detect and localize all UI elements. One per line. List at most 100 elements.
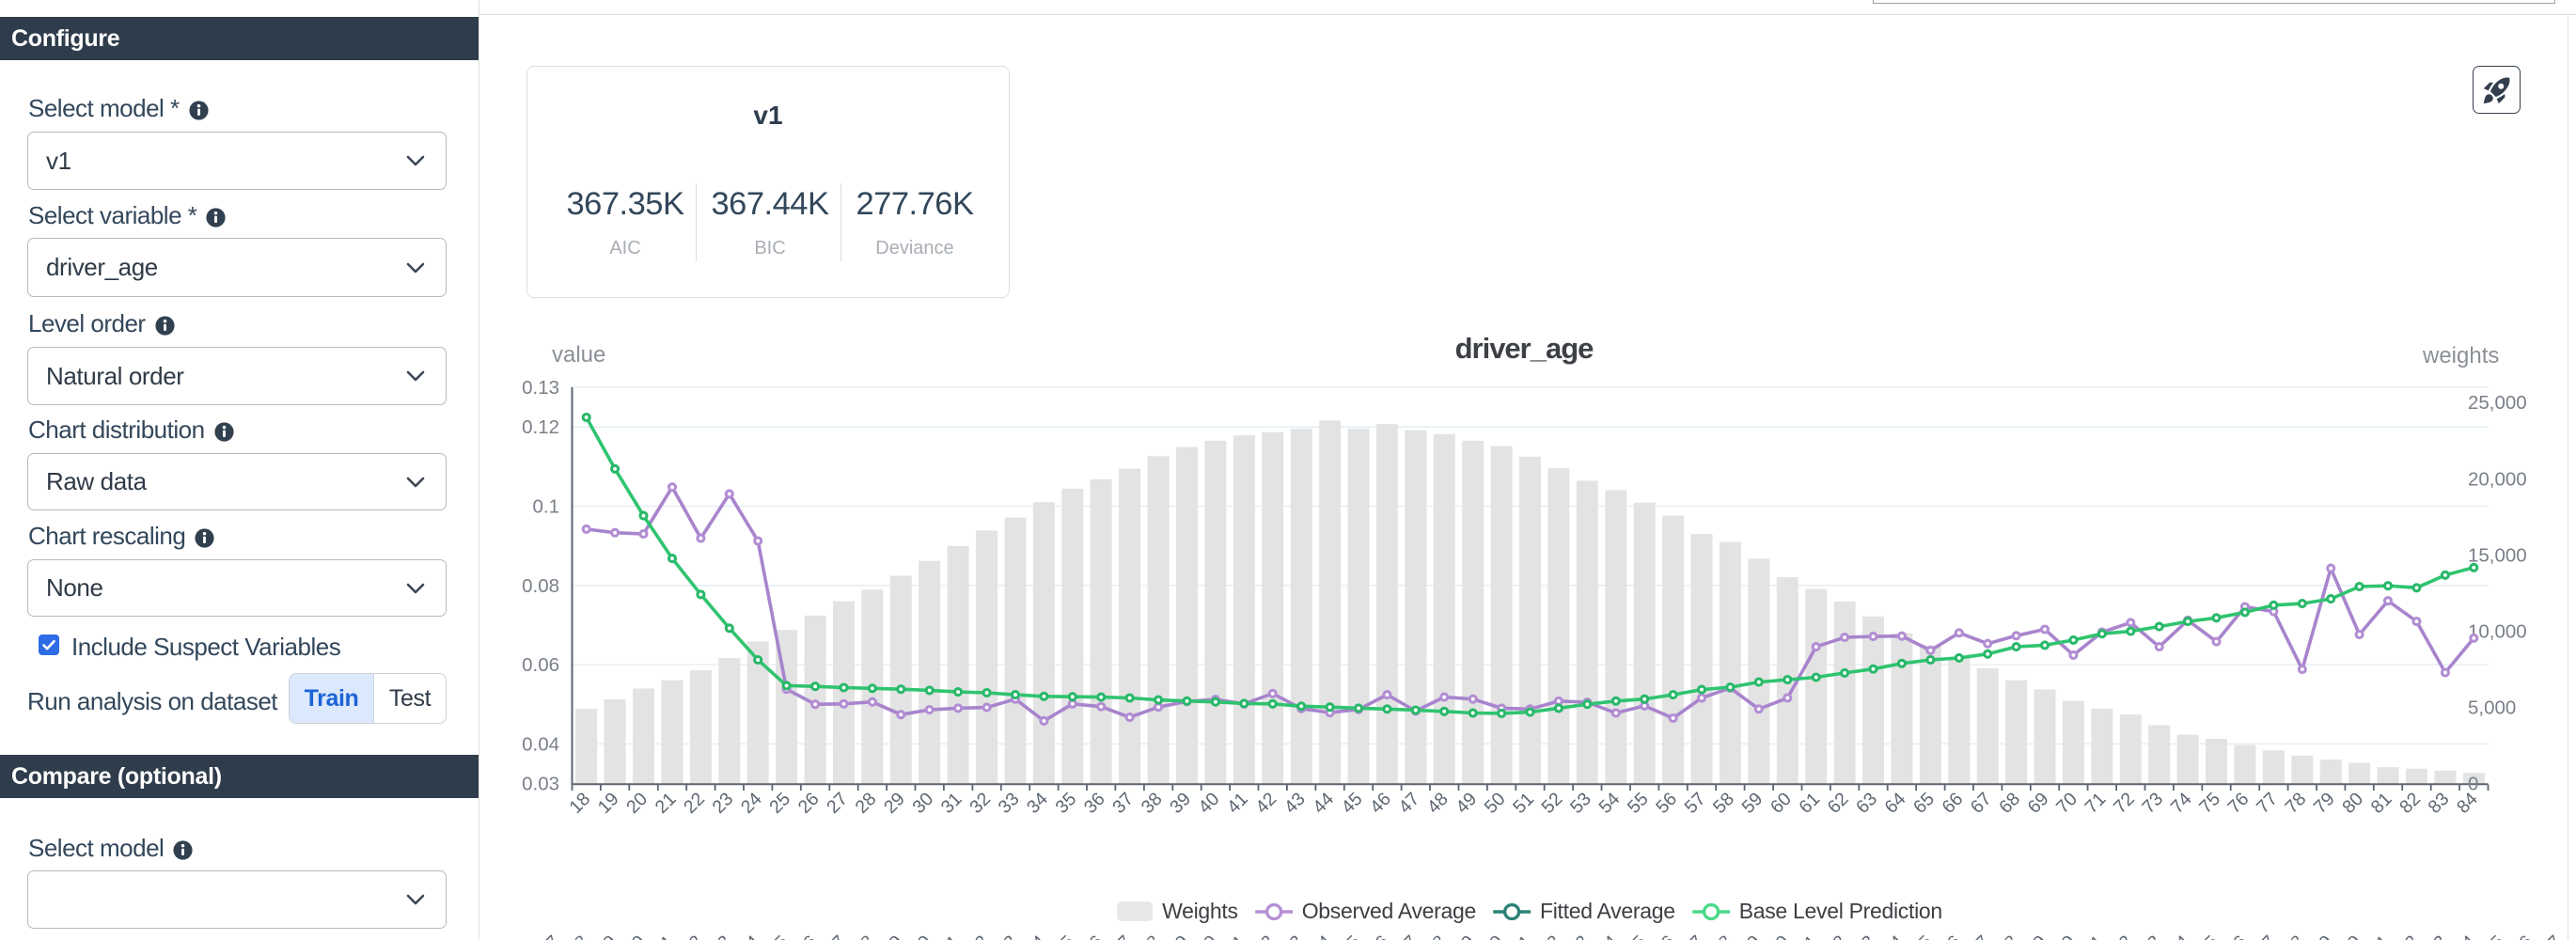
svg-text:0.13: 0.13 (522, 377, 559, 399)
svg-text:75: 75 (2195, 789, 2224, 818)
svg-text:18: 18 (565, 789, 594, 818)
svg-text:56: 56 (1652, 789, 1681, 818)
svg-text:71: 71 (2081, 789, 2111, 818)
svg-text:43: 43 (1279, 932, 1308, 940)
svg-text:73: 73 (2138, 789, 2167, 818)
svg-text:25,000: 25,000 (2468, 392, 2527, 414)
svg-text:20,000: 20,000 (2468, 468, 2527, 490)
svg-text:20: 20 (620, 932, 650, 940)
svg-text:76: 76 (2224, 789, 2254, 818)
svg-text:40: 40 (1195, 789, 1224, 818)
svg-text:36: 36 (1078, 932, 1107, 940)
svg-text:51: 51 (1509, 789, 1538, 818)
svg-text:29: 29 (880, 789, 909, 818)
svg-text:54: 54 (1593, 932, 1622, 940)
svg-text:0.08: 0.08 (522, 575, 559, 597)
svg-text:21: 21 (652, 789, 681, 818)
svg-text:78: 78 (2279, 932, 2308, 940)
svg-text:81: 81 (2365, 932, 2395, 940)
svg-text:33: 33 (995, 789, 1024, 818)
svg-text:30: 30 (906, 932, 935, 940)
svg-text:87: 87 (2537, 932, 2566, 940)
svg-text:57: 57 (1679, 932, 1708, 940)
svg-text:83: 83 (2425, 789, 2454, 818)
svg-text:28: 28 (850, 932, 879, 940)
svg-text:50: 50 (1481, 789, 1510, 818)
svg-text:57: 57 (1681, 789, 1710, 818)
svg-text:36: 36 (1080, 789, 1109, 818)
svg-text:48: 48 (1423, 789, 1453, 818)
svg-text:52: 52 (1538, 789, 1567, 818)
svg-text:23: 23 (706, 932, 735, 940)
svg-text:47: 47 (1394, 789, 1423, 818)
svg-text:35: 35 (1049, 932, 1078, 940)
svg-text:34: 34 (1023, 789, 1052, 818)
svg-text:42: 42 (1249, 932, 1279, 940)
svg-text:80: 80 (2338, 789, 2367, 818)
svg-text:63: 63 (1852, 789, 1881, 818)
svg-text:37: 37 (1108, 789, 1138, 818)
svg-text:63: 63 (1850, 932, 1879, 940)
svg-text:78: 78 (2281, 789, 2310, 818)
svg-text:54: 54 (1594, 789, 1624, 818)
svg-text:39: 39 (1166, 789, 1195, 818)
svg-text:42: 42 (1251, 789, 1280, 818)
svg-text:61: 61 (1793, 932, 1822, 940)
svg-text:0.03: 0.03 (522, 774, 559, 795)
svg-text:39: 39 (1164, 932, 1193, 940)
svg-text:0.12: 0.12 (522, 416, 559, 438)
svg-text:21: 21 (650, 932, 679, 940)
svg-text:62: 62 (1822, 932, 1851, 940)
svg-text:53: 53 (1566, 789, 1595, 818)
svg-text:69: 69 (2024, 789, 2053, 818)
svg-text:38: 38 (1136, 932, 1165, 940)
svg-text:72: 72 (2108, 932, 2137, 940)
svg-text:0: 0 (2468, 774, 2478, 795)
svg-text:19: 19 (594, 789, 623, 818)
svg-text:52: 52 (1536, 932, 1565, 940)
svg-text:30: 30 (908, 789, 937, 818)
svg-text:27: 27 (823, 789, 852, 818)
svg-text:0.1: 0.1 (533, 496, 560, 518)
svg-text:40: 40 (1193, 932, 1222, 940)
svg-text:72: 72 (2110, 789, 2139, 818)
svg-text:28: 28 (852, 789, 881, 818)
svg-text:51: 51 (1507, 932, 1536, 940)
svg-text:47: 47 (1392, 932, 1422, 940)
svg-text:15,000: 15,000 (2468, 544, 2527, 566)
svg-text:82: 82 (2395, 789, 2425, 818)
svg-text:26: 26 (794, 789, 824, 818)
svg-text:68: 68 (1993, 932, 2022, 940)
svg-text:59: 59 (1736, 932, 1765, 940)
svg-text:68: 68 (1995, 789, 2024, 818)
svg-text:55: 55 (1622, 932, 1651, 940)
svg-text:77: 77 (2251, 932, 2280, 940)
svg-text:41: 41 (1221, 932, 1250, 940)
svg-text:81: 81 (2367, 789, 2396, 818)
svg-text:24: 24 (735, 932, 764, 940)
svg-text:66: 66 (1938, 789, 1967, 818)
svg-text:76: 76 (2223, 932, 2252, 940)
svg-text:5,000: 5,000 (2468, 697, 2516, 718)
svg-text:35: 35 (1051, 789, 1080, 818)
svg-text:44: 44 (1307, 932, 1336, 940)
svg-text:32: 32 (966, 789, 995, 818)
svg-text:79: 79 (2310, 789, 2339, 818)
svg-text:85: 85 (2479, 932, 2508, 940)
svg-text:48: 48 (1422, 932, 1451, 940)
svg-text:83: 83 (2423, 932, 2452, 940)
svg-text:79: 79 (2308, 932, 2337, 940)
svg-text:41: 41 (1223, 789, 1252, 818)
svg-text:46: 46 (1366, 789, 1395, 818)
svg-text:58: 58 (1709, 789, 1738, 818)
svg-text:31: 31 (935, 932, 965, 940)
svg-text:66: 66 (1936, 932, 1965, 940)
svg-text:84: 84 (2451, 932, 2480, 940)
svg-text:24: 24 (737, 789, 766, 818)
svg-text:20: 20 (622, 789, 652, 818)
svg-text:71: 71 (2080, 932, 2109, 940)
svg-text:19: 19 (592, 932, 621, 940)
svg-text:37: 37 (1107, 932, 1136, 940)
svg-text:18: 18 (563, 932, 592, 940)
svg-text:58: 58 (1707, 932, 1736, 940)
